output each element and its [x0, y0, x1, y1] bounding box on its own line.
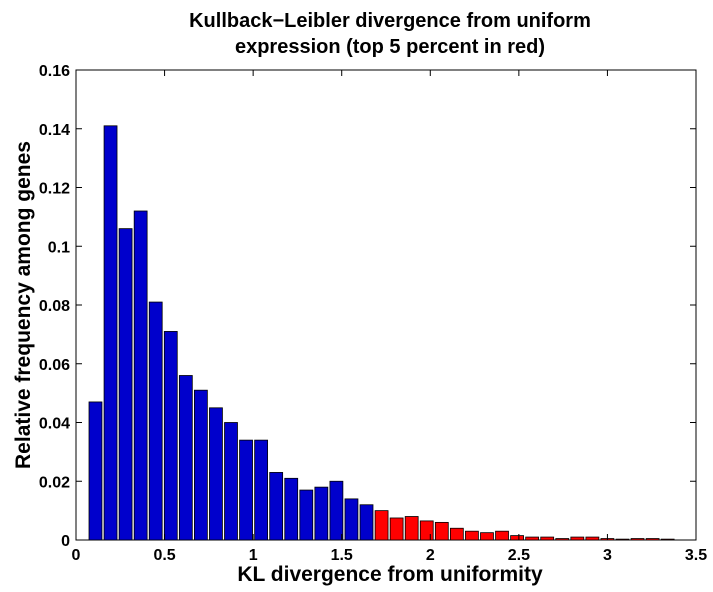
x-tick-label: 2.5 [508, 547, 530, 564]
x-tick-label: 2 [426, 547, 435, 564]
bar-8 [209, 407, 223, 541]
bar-top5-9 [510, 535, 524, 541]
bar-6 [178, 375, 193, 541]
x-tick-label: 1.5 [331, 547, 353, 564]
bar-9 [224, 422, 238, 541]
bar-0 [88, 401, 103, 541]
y-tick-label: 0.06 [39, 357, 70, 374]
bar-17 [344, 498, 359, 541]
bar-2 [118, 228, 133, 541]
bar-top5-11 [540, 536, 555, 541]
x-tick-label: 0 [72, 547, 81, 564]
bar-top5-7 [480, 532, 494, 541]
y-axis: 0 0.02 0.04 0.06 0.08 0.1 0.12 0.14 0.16 [39, 63, 696, 550]
bar-top5-5 [449, 527, 464, 541]
x-tick-label: 3 [603, 547, 612, 564]
y-tick-label: 0.12 [39, 181, 70, 198]
bar-14 [299, 489, 314, 541]
bar-1 [103, 125, 118, 541]
y-tick-label: 0.1 [48, 239, 70, 256]
chart-title-line1: Kullback−Leibler divergence from uniform [189, 10, 591, 32]
bar-13 [284, 477, 299, 541]
chart-title: Kullback−Leibler divergence from uniform… [60, 8, 713, 60]
x-tick-label: 0.5 [153, 547, 175, 564]
bar-12 [269, 472, 284, 541]
x-tick-label: 1 [249, 547, 258, 564]
bar-15 [314, 486, 329, 541]
bar-top5-8 [495, 530, 509, 541]
bar-4 [148, 301, 163, 541]
bar-16 [329, 480, 344, 541]
bar-top5-6 [465, 530, 479, 541]
bar-18 [359, 504, 374, 541]
bar-top5-0 [374, 510, 389, 541]
x-axis-label: KL divergence from uniformity [237, 563, 543, 586]
y-tick-label: 0.08 [39, 298, 70, 315]
bar-11 [254, 439, 268, 541]
bar-top5-17 [630, 538, 645, 541]
bar-top5-3 [419, 520, 434, 541]
y-tick-label: 0 [61, 533, 70, 550]
bar-top5-1 [389, 517, 404, 541]
y-tick-label: 0.14 [39, 122, 70, 139]
bar-top5-2 [404, 516, 419, 541]
bar-top5-14 [585, 536, 600, 541]
bar-top5-4 [434, 521, 449, 541]
bar-top5-13 [570, 536, 585, 541]
bar-top5-18 [645, 538, 660, 541]
x-tick-label: 3.5 [685, 547, 707, 564]
bar-7 [194, 389, 208, 541]
y-tick-label: 0.04 [39, 416, 70, 433]
y-tick-label: 0.16 [39, 63, 70, 80]
chart-title-line2: expression (top 5 percent in red) [234, 36, 546, 58]
bar-10 [239, 439, 253, 541]
bar-top5-19 [660, 538, 675, 541]
bar-top5-12 [555, 538, 570, 541]
bar-5 [163, 331, 178, 541]
y-axis-label: Relative frequency among genes [12, 141, 35, 469]
bar-3 [133, 210, 148, 541]
bars-group [88, 125, 675, 541]
x-axis: 0 0.5 1 1.5 2 2.5 3 3.5 [72, 70, 707, 564]
bar-top5-10 [525, 536, 540, 541]
bar-top5-16 [615, 538, 630, 541]
y-tick-label: 0.02 [39, 474, 70, 491]
